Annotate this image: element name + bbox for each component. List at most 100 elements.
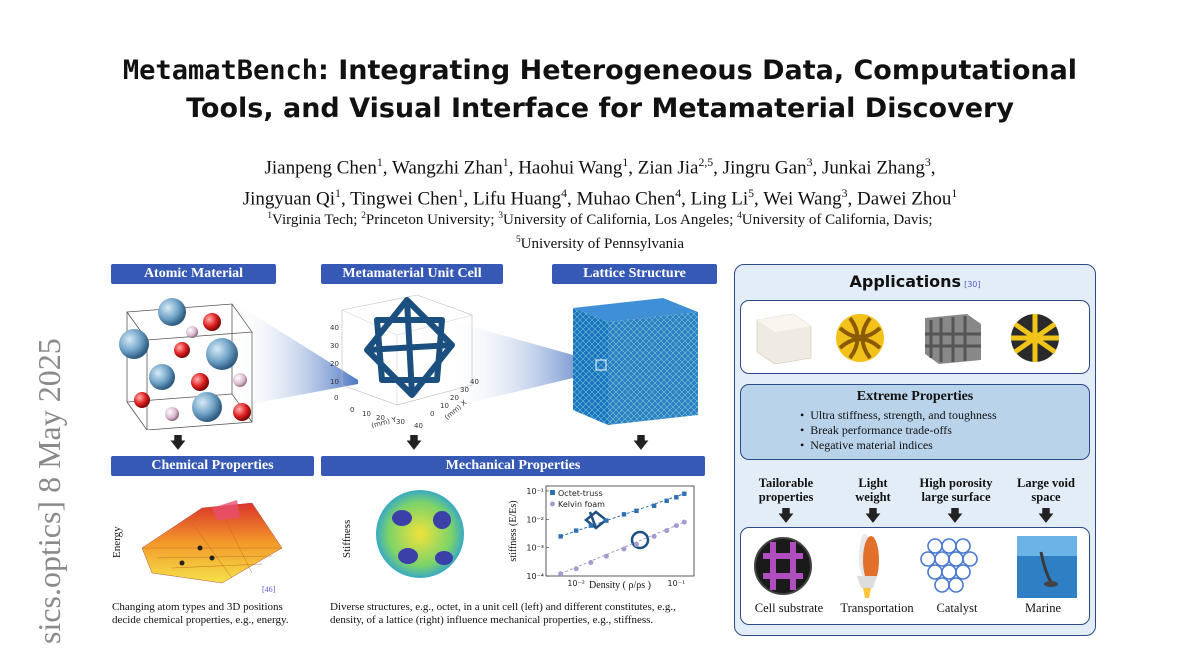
author-name: Dawei Zhou <box>856 188 952 210</box>
author-affiliation-sup: 4 <box>561 187 568 201</box>
author-name: Jingyuan Qi <box>242 188 336 210</box>
header-mechanical-properties: Mechanical Properties <box>321 456 705 476</box>
header-atomic-material: Atomic Material <box>111 264 276 284</box>
arrow-unitcell-to-mechanical: 🡇 <box>405 435 423 452</box>
atomic-structure-image <box>119 298 253 430</box>
legend-label-kelvin: Kelvin foam <box>558 500 605 509</box>
legend-marker-octet <box>550 490 555 495</box>
octet-point <box>682 491 687 496</box>
affiliation-name: University of California, Los Angeles; <box>503 212 738 228</box>
y-tick-label: 10⁻⁴ <box>526 572 544 581</box>
author-affiliation-sup: 2,5 <box>698 156 714 169</box>
arrow-feature-4: 🡇 <box>1037 508 1055 525</box>
author-affiliation-sup: 1 <box>457 187 464 201</box>
octet-point <box>604 518 609 523</box>
affiliation-sup: 3 <box>498 211 503 221</box>
header-metamaterial-unit-cell: Metamaterial Unit Cell <box>321 264 503 284</box>
extreme-properties-title: Extreme Properties <box>856 389 974 404</box>
kelvin-point <box>573 566 579 572</box>
author-name: Haohui Wang <box>518 157 623 179</box>
y-tick-label: 10⁻³ <box>526 544 544 553</box>
kelvin-point <box>651 533 657 539</box>
paper-title: MetamatBench: Integrating Heterogeneous … <box>60 52 1140 128</box>
arxiv-stamp: sics.optics] 8 May 2025 <box>31 338 67 644</box>
octet-point <box>558 534 563 539</box>
arrow-feature-3: 🡇 <box>946 508 964 525</box>
author-affiliation-sup: 3 <box>841 187 848 201</box>
octet-point <box>664 498 669 504</box>
unit-cell-plot: 40 30 20 10 0 0 10 20 30 40 0 10 20 30 4… <box>330 294 479 430</box>
header-lattice-structure: Lattice Structure <box>552 264 717 284</box>
affiliation-sup: 2 <box>361 211 366 221</box>
kelvin-point <box>603 553 609 559</box>
octet-point <box>634 508 639 513</box>
gyroid-sample <box>836 314 884 362</box>
affiliation-sup: 4 <box>737 211 742 221</box>
author-name: Jingru Gan <box>722 157 807 179</box>
octet-point <box>573 528 579 533</box>
extreme-properties-box <box>740 384 1090 460</box>
y-tick-label: 10⁻² <box>526 515 544 524</box>
author-name: Tingwei Chen <box>350 188 458 210</box>
affiliation-sup: 1 <box>267 211 273 221</box>
author-line-1: Jianpeng Chen1, Wangzhi Zhan1, Haohui Wa… <box>264 156 936 179</box>
stiffness-ylabel: Stiffness <box>341 520 353 558</box>
author-name: Wei Wang <box>763 188 842 210</box>
foam-sample <box>756 313 812 365</box>
energy-ylabel: Energy <box>112 526 123 558</box>
affiliation-name: Princeton University; <box>365 212 499 228</box>
x-tick-label: 10⁻¹ <box>668 579 686 588</box>
extreme-item: • Negative material indices <box>800 438 933 452</box>
z-tick-30: 30 <box>330 342 339 350</box>
y-tick-0: 0 <box>430 410 434 418</box>
kelvin-point <box>673 523 679 529</box>
app-label-catalyst: Catalyst <box>936 601 978 615</box>
kelvin-point <box>664 528 670 534</box>
z-tick-20: 20 <box>330 360 339 368</box>
feature-tailorable: Tailorable properties <box>758 476 814 504</box>
z-tick-40: 40 <box>330 324 339 332</box>
y-tick-label: 10⁻¹ <box>526 487 544 496</box>
x-tick-label: 10⁻² <box>567 579 585 588</box>
kelvin-point <box>621 546 627 552</box>
author-line-2: Jingyuan Qi1, Tingwei Chen1, Lifu Huang4… <box>242 187 958 210</box>
author-name: Junkai Zhang <box>821 157 925 179</box>
x-tick-0: 0 <box>350 406 354 414</box>
app-label-transportation: Transportation <box>840 601 914 615</box>
author-affiliation-sup: 1 <box>951 187 958 201</box>
stiffness-sphere-plot: Stiffness <box>341 490 464 578</box>
zoom-beam-left <box>230 300 358 408</box>
y-tick-30: 30 <box>460 386 469 394</box>
author-name: Muhao Chen <box>576 188 676 210</box>
x-tick-20: 20 <box>376 414 385 422</box>
affiliations: 1Virginia Tech; 2Princeton University; 3… <box>100 206 1100 254</box>
author-list: Jianpeng Chen1, Wangzhi Zhan1, Haohui Wa… <box>100 150 1100 213</box>
kelvin-point <box>558 571 564 577</box>
lattice-cube-image <box>573 298 698 425</box>
extreme-item: • Ultra stiffness, strength, and toughne… <box>800 408 997 422</box>
chart-frame <box>545 485 695 577</box>
octet-point <box>651 503 657 509</box>
cell-substrate-image <box>754 537 812 595</box>
feature-large-void: Large void space <box>1017 476 1075 504</box>
applications-title-wrap: Applications [30] <box>734 272 1096 291</box>
octet-point <box>621 512 627 517</box>
affiliation-name: University of Pennsylvania <box>520 236 684 252</box>
catalyst-honeycomb-image <box>920 538 978 593</box>
caption-mechanical: Diverse structures, e.g., octet, in a un… <box>330 601 676 626</box>
author-affiliation-sup: 1 <box>502 156 509 169</box>
octet-point <box>588 523 594 528</box>
applications-ref: [30] <box>964 280 981 289</box>
application-material-samples <box>756 313 1059 365</box>
energy-surface-plot: Energy [46] <box>112 500 283 594</box>
stiffness-density-chart: Octet-truss Kelvin foam 10⁻¹ 10⁻² 10⁻³ 10⁻⁴ 10… <box>508 485 695 591</box>
author-name: Wangzhi Zhan <box>391 157 503 179</box>
author-affiliation-sup: 3 <box>806 156 813 169</box>
y-tick-10: 10 <box>440 402 449 410</box>
feature-high-porosity: High porosity large surface <box>919 476 993 504</box>
affiliation-sup: 5 <box>516 235 521 245</box>
author-name: Lifu Huang <box>473 188 562 210</box>
author-name: Zian Jia <box>637 157 699 179</box>
application-example-images <box>754 534 1077 598</box>
space-shuttle-image <box>857 534 879 598</box>
